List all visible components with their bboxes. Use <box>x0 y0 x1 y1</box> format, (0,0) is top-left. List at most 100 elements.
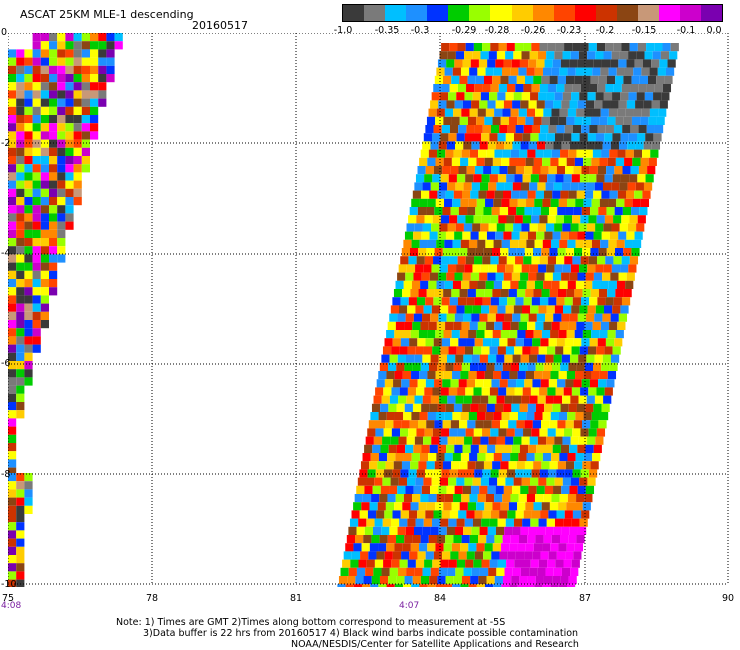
swath-cell <box>480 477 490 486</box>
swath-cell <box>511 272 521 281</box>
swath-cell <box>494 108 503 117</box>
swath-cell <box>570 51 579 60</box>
swath-cell <box>411 280 421 289</box>
swath-cell <box>455 51 465 60</box>
swath-cell <box>504 313 513 322</box>
swath-cell <box>32 213 41 222</box>
swath-cell <box>602 272 611 281</box>
swath-cell <box>529 567 538 576</box>
swath-cell <box>371 403 381 412</box>
swath-cell <box>514 215 523 224</box>
swath-cell <box>527 576 536 585</box>
swath-cell <box>562 51 571 60</box>
swath-cell <box>359 469 368 478</box>
swath-cell <box>553 395 563 404</box>
swath-cell <box>543 576 553 585</box>
swath-cell <box>466 379 476 388</box>
swath-cell <box>73 98 82 107</box>
swath-cell <box>587 477 596 486</box>
swath-cell <box>444 280 453 289</box>
swath-cell <box>525 289 534 298</box>
swath-cell <box>40 131 49 140</box>
swath-cell <box>8 221 17 230</box>
swath-cell <box>507 84 516 93</box>
swath-cell <box>557 207 566 216</box>
swath-cell <box>662 84 672 93</box>
swath-cell <box>603 395 612 404</box>
swath-cell <box>457 256 466 265</box>
swath-cell <box>549 207 558 216</box>
swath-cell <box>585 272 594 281</box>
swath-cell <box>477 67 486 76</box>
swath-cell <box>483 248 493 257</box>
swath-cell <box>479 100 488 109</box>
swath-cell <box>561 526 570 535</box>
swath-cell <box>386 371 395 380</box>
swath-cell <box>24 279 33 288</box>
swath-cell <box>24 90 33 99</box>
swath-cell <box>484 330 493 339</box>
swath-cell <box>472 223 481 232</box>
swath-cell <box>518 239 527 248</box>
swath-cell <box>504 395 513 404</box>
swath-cell <box>8 344 17 353</box>
swath-cell <box>669 51 678 60</box>
swath-cell <box>507 125 516 134</box>
swath-cell <box>580 387 589 396</box>
swath-cell <box>454 526 464 535</box>
swath-cell <box>81 82 90 91</box>
swath-cell <box>473 174 482 183</box>
swath-cell <box>478 59 488 68</box>
swath-cell <box>463 395 472 404</box>
swath-cell <box>556 551 566 560</box>
swath-cell <box>391 346 400 355</box>
swath-cell <box>483 551 492 560</box>
swath-cell <box>565 461 575 470</box>
swath-cell <box>524 75 534 84</box>
swath-cell <box>497 518 506 527</box>
swath-cell <box>57 188 66 197</box>
swath-cell <box>500 461 509 470</box>
swath-cell <box>81 33 90 42</box>
swath-cell <box>416 256 425 265</box>
swath-cell <box>626 190 635 199</box>
swath-cell <box>32 188 41 197</box>
swath-cell <box>57 147 66 156</box>
swath-cell <box>489 518 498 527</box>
swath-cell <box>589 379 599 388</box>
swath-cell <box>484 502 493 511</box>
swath-cell <box>360 461 370 470</box>
swath-cell <box>607 330 616 339</box>
swath-cell <box>562 395 571 404</box>
swath-cell <box>508 116 518 125</box>
swath-cell <box>500 289 509 298</box>
swath-cell <box>474 84 483 93</box>
swath-cell <box>24 172 33 181</box>
swath-cell <box>624 239 633 248</box>
swath-cell <box>430 526 439 535</box>
swath-cell <box>464 477 473 486</box>
map-title: ASCAT 25KM MLE-1 descending <box>20 8 194 21</box>
swath-cell <box>543 149 552 158</box>
swath-cell <box>475 461 484 470</box>
swath-cell <box>584 280 593 289</box>
swath-cell <box>496 182 505 191</box>
swath-cell <box>381 354 390 363</box>
swath-cell <box>610 313 619 322</box>
swath-cell <box>526 67 535 76</box>
swath-cell <box>8 489 17 498</box>
swath-cell <box>604 305 613 314</box>
swath-cell <box>403 412 412 421</box>
swath-cell <box>645 133 654 142</box>
swath-cell <box>378 371 387 380</box>
swath-cell <box>422 354 431 363</box>
legend-swatch <box>553 5 575 21</box>
swath-cell <box>448 387 458 396</box>
swath-cell <box>477 321 487 330</box>
swath-cell <box>545 313 554 322</box>
swath-cell <box>90 74 99 83</box>
swath-cell <box>531 43 540 52</box>
swath-cell <box>503 485 513 494</box>
swath-cell <box>419 412 428 421</box>
swath-cell <box>479 485 488 494</box>
